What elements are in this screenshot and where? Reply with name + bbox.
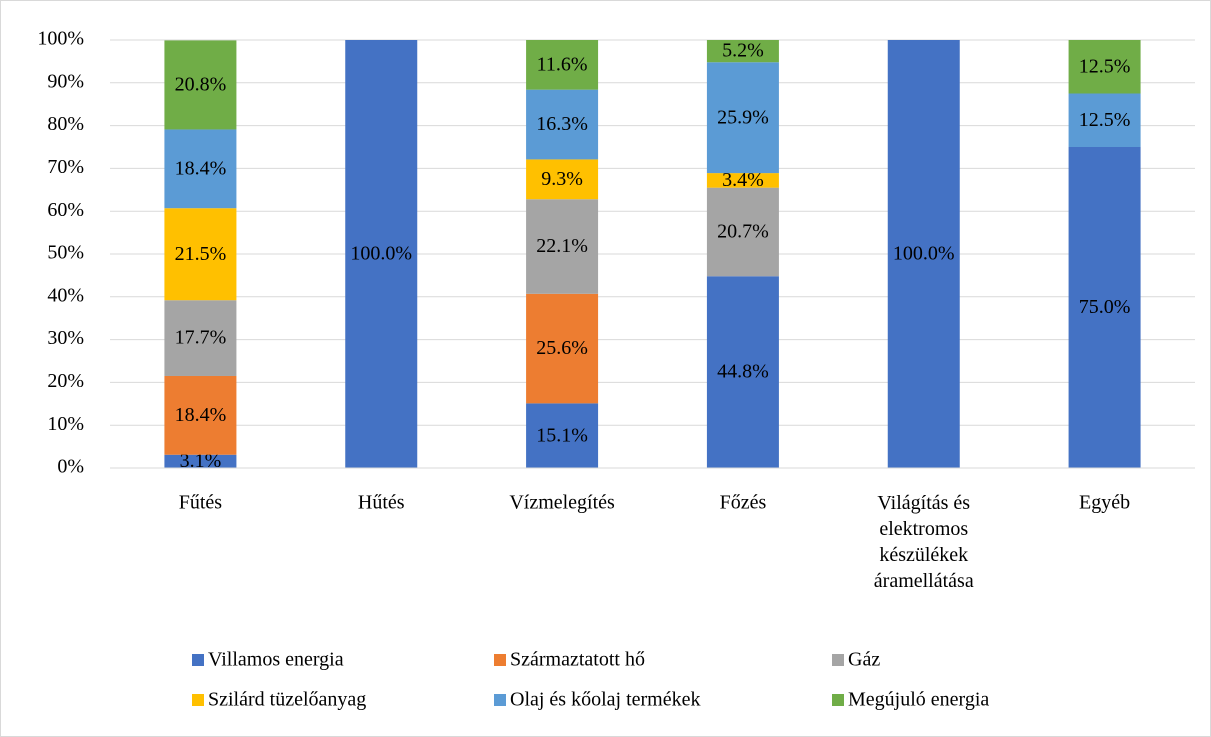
bar-segment [164, 208, 237, 301]
bar-segment [526, 159, 599, 200]
y-tick-label: 100% [37, 28, 84, 50]
bar-segment [887, 40, 960, 468]
legend-label: Villamos energia [208, 649, 344, 671]
bar-segment [706, 40, 779, 63]
data-label: 15.1% [536, 424, 588, 446]
legend-label: Szilárd tüzelőanyag [208, 689, 366, 711]
y-tick-label: 10% [47, 413, 84, 435]
y-tick-label: 70% [47, 156, 84, 178]
bar-segment [1068, 147, 1141, 468]
bar-segment [1068, 93, 1141, 147]
data-label: 18.4% [175, 404, 227, 426]
y-tick-label: 30% [47, 327, 84, 349]
bar-segment [345, 40, 418, 468]
bar-segment [164, 40, 237, 130]
bar-segment [164, 375, 237, 455]
y-tick-label: 80% [47, 113, 84, 135]
data-label: 18.4% [175, 157, 227, 179]
legend-swatch [832, 654, 844, 666]
data-label: 12.5% [1079, 55, 1131, 77]
data-label: 22.1% [536, 235, 588, 257]
legend-swatch [192, 694, 204, 706]
data-label: 75.0% [1079, 296, 1131, 318]
bar-segment [164, 454, 237, 468]
x-tick-label: Vízmelegítés [509, 492, 615, 514]
data-label: 25.9% [717, 106, 769, 128]
data-label: 11.6% [537, 53, 588, 75]
x-tick-label: Főzés [720, 492, 767, 514]
data-label: 20.8% [175, 74, 227, 96]
data-label: 44.8% [717, 361, 769, 383]
data-label: 16.3% [536, 113, 588, 135]
legend-swatch [192, 654, 204, 666]
data-label: 20.7% [717, 221, 769, 243]
legend-swatch [832, 694, 844, 706]
y-tick-label: 0% [57, 456, 84, 478]
legend-label: Gáz [848, 649, 880, 671]
bar-segment [164, 300, 237, 376]
y-tick-label: 20% [47, 370, 84, 392]
y-tick-label: 40% [47, 284, 84, 306]
data-label: 100.0% [350, 243, 412, 265]
legend-label: Megújuló energia [848, 689, 989, 711]
x-tick-label: Egyéb [1079, 492, 1130, 514]
x-tick-label: Hűtés [358, 492, 405, 514]
bar-segment [706, 62, 779, 174]
bar-segment [526, 199, 599, 294]
bar-segment [706, 276, 779, 468]
bar-segment [164, 129, 237, 209]
data-label: 21.5% [175, 243, 227, 265]
data-label: 17.7% [175, 327, 227, 349]
bar-segment [526, 40, 599, 90]
bar-segment [526, 293, 599, 404]
x-tick-label: Fűtés [179, 492, 223, 514]
y-tick-label: 60% [47, 199, 84, 221]
y-tick-label: 50% [47, 242, 84, 264]
y-tick-label: 90% [47, 70, 84, 92]
bar-segment [706, 187, 779, 277]
data-label: 25.6% [536, 337, 588, 359]
legend-label: Olaj és kőolaj termékek [510, 689, 701, 711]
bar-segment [526, 403, 599, 468]
legend-swatch [494, 654, 506, 666]
data-label: 9.3% [541, 168, 583, 190]
data-label: 100.0% [893, 243, 955, 265]
bar-segment [1068, 40, 1141, 94]
data-label: 12.5% [1079, 109, 1131, 131]
data-label: 3.4% [722, 169, 764, 191]
legend-swatch [494, 694, 506, 706]
data-label: 5.2% [722, 40, 764, 62]
x-tick-label: Világítás és elektromos készülékek áramellá… [874, 492, 974, 592]
bar-segment [706, 173, 779, 188]
legend-label: Származtatott hő [510, 649, 645, 671]
bar-segment [526, 89, 599, 160]
data-label: 3.1% [180, 450, 222, 472]
